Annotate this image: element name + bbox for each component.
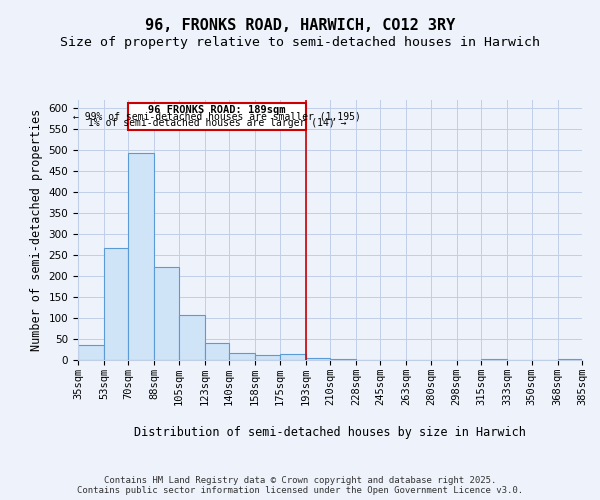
Bar (154, 267, 179, 360)
Text: 96 FRONKS ROAD: 189sqm: 96 FRONKS ROAD: 189sqm (148, 106, 286, 116)
Bar (280, 354, 305, 360)
Bar (78, 346, 104, 360)
Bar (255, 354, 280, 360)
Text: Contains HM Land Registry data © Crown copyright and database right 2025.
Contai: Contains HM Land Registry data © Crown c… (77, 476, 523, 495)
Bar (229, 353, 255, 360)
Text: Size of property relative to semi-detached houses in Harwich: Size of property relative to semi-detach… (60, 36, 540, 49)
Bar (305, 358, 330, 360)
Text: 1% of semi-detached houses are larger (14) →: 1% of semi-detached houses are larger (1… (88, 118, 346, 128)
Text: ← 99% of semi-detached houses are smaller (1,195): ← 99% of semi-detached houses are smalle… (73, 112, 361, 122)
Text: Distribution of semi-detached houses by size in Harwich: Distribution of semi-detached houses by … (134, 426, 526, 439)
Y-axis label: Number of semi-detached properties: Number of semi-detached properties (30, 109, 43, 351)
Text: 96, FRONKS ROAD, HARWICH, CO12 3RY: 96, FRONKS ROAD, HARWICH, CO12 3RY (145, 18, 455, 32)
Bar (557, 359, 582, 360)
Bar (205, 343, 229, 360)
Bar (128, 154, 154, 360)
Bar (330, 359, 356, 360)
FancyBboxPatch shape (128, 104, 305, 130)
Bar (179, 314, 205, 360)
Bar (481, 359, 507, 360)
Bar (104, 248, 128, 360)
